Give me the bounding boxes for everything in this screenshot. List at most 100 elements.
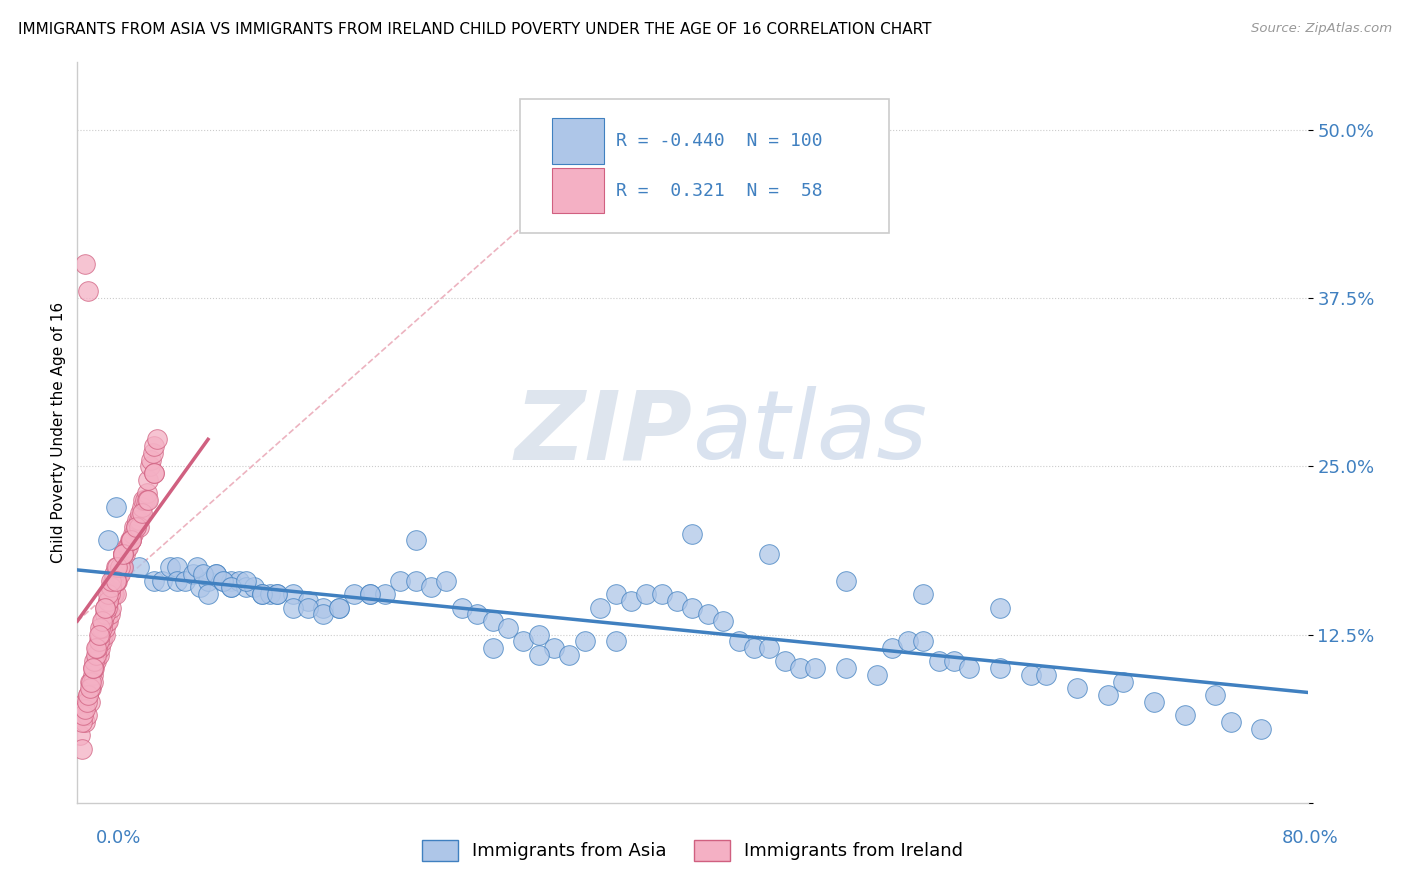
Point: [79, 695, 101, 709]
Point: [543, 640, 565, 655]
Point: [159, 560, 181, 574]
Point: [1204, 688, 1226, 702]
Point: [405, 574, 427, 588]
Point: [758, 547, 780, 561]
Point: [141, 452, 163, 467]
Point: [98, 607, 121, 622]
Point: [120, 533, 142, 548]
Point: [111, 560, 134, 574]
Point: [143, 574, 166, 588]
Point: [696, 607, 718, 622]
Point: [120, 533, 142, 548]
Point: [758, 640, 780, 655]
Point: [128, 560, 150, 574]
Point: [120, 533, 142, 548]
Point: [104, 574, 127, 588]
Point: [108, 566, 131, 581]
Point: [100, 581, 122, 595]
Point: [389, 574, 412, 588]
Point: [912, 634, 935, 648]
Point: [94, 600, 117, 615]
FancyBboxPatch shape: [520, 99, 890, 233]
Point: [166, 560, 188, 574]
Point: [84, 640, 107, 655]
Point: [93, 627, 115, 641]
Point: [212, 574, 235, 588]
Point: [127, 513, 149, 527]
Point: [146, 433, 169, 447]
Point: [72, 708, 94, 723]
Point: [89, 640, 111, 655]
Point: [110, 566, 132, 581]
Point: [450, 600, 472, 615]
Point: [77, 688, 100, 702]
Point: [131, 500, 153, 514]
Point: [481, 640, 503, 655]
Point: [72, 701, 94, 715]
Point: [835, 661, 858, 675]
Point: [150, 574, 173, 588]
Point: [110, 560, 132, 574]
Point: [114, 547, 136, 561]
Point: [97, 600, 120, 615]
Point: [83, 655, 105, 669]
Point: [105, 560, 128, 574]
Point: [79, 681, 101, 696]
Point: [420, 581, 443, 595]
Point: [266, 587, 288, 601]
Point: [77, 688, 100, 702]
Point: [235, 574, 257, 588]
Text: IMMIGRANTS FROM ASIA VS IMMIGRANTS FROM IRELAND CHILD POVERTY UNDER THE AGE OF 1: IMMIGRANTS FROM ASIA VS IMMIGRANTS FROM …: [18, 22, 932, 37]
Point: [711, 614, 734, 628]
Point: [136, 492, 159, 507]
Point: [250, 587, 273, 601]
Point: [73, 695, 96, 709]
Point: [87, 648, 110, 662]
Point: [136, 473, 159, 487]
Point: [105, 574, 128, 588]
Point: [212, 574, 235, 588]
Point: [1035, 668, 1057, 682]
Point: [97, 614, 120, 628]
Point: [174, 574, 197, 588]
Point: [77, 285, 100, 299]
Point: [359, 587, 381, 601]
Point: [104, 574, 127, 588]
Point: [112, 547, 135, 561]
Point: [204, 566, 226, 581]
Point: [94, 607, 117, 622]
Point: [131, 507, 153, 521]
Point: [82, 674, 104, 689]
Point: [682, 600, 704, 615]
Point: [112, 560, 135, 574]
Point: [93, 614, 115, 628]
Point: [866, 668, 889, 682]
Point: [117, 540, 139, 554]
Point: [143, 466, 166, 480]
Point: [1174, 708, 1197, 723]
Point: [128, 513, 150, 527]
Point: [527, 627, 550, 641]
Point: [343, 587, 366, 601]
Point: [742, 640, 765, 655]
Point: [115, 540, 138, 554]
Text: ZIP: ZIP: [515, 386, 693, 479]
Point: [98, 587, 121, 601]
Point: [620, 594, 643, 608]
Point: [73, 701, 96, 715]
Point: [69, 729, 91, 743]
Point: [79, 674, 101, 689]
Point: [104, 587, 127, 601]
Point: [988, 661, 1011, 675]
Point: [957, 661, 980, 675]
Point: [83, 661, 105, 675]
Point: [125, 520, 148, 534]
Point: [1112, 674, 1135, 689]
Point: [100, 600, 122, 615]
Point: [90, 621, 114, 635]
Point: [103, 587, 125, 601]
Point: [89, 627, 111, 641]
Point: [1019, 668, 1042, 682]
Point: [465, 607, 488, 622]
FancyBboxPatch shape: [553, 118, 605, 164]
